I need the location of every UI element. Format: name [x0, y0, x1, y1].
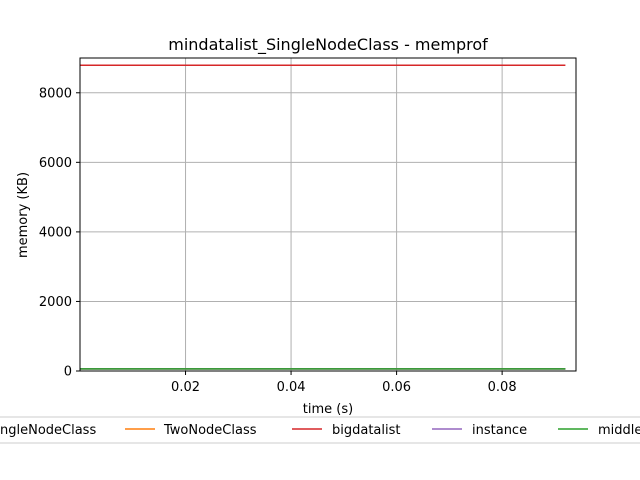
y-axis-ticks: 0 2000 4000 6000 8000 — [39, 86, 80, 380]
y-tick-label: 2000 — [39, 295, 72, 310]
x-tick-label: 0.02 — [171, 380, 200, 395]
y-axis-label: memory (KB) — [16, 172, 31, 258]
legend-frame — [0, 416, 640, 444]
grid-lines — [80, 58, 576, 372]
plot-frame — [79, 57, 577, 372]
y-tick-label: 0 — [64, 365, 72, 380]
legend-label: TwoNodeClass — [163, 423, 257, 438]
x-tick-label: 0.08 — [488, 380, 517, 395]
legend-items: ngleNodeClass TwoNodeClass bigdatalist inst… — [0, 423, 640, 438]
legend-label: ngleNodeClass — [0, 423, 96, 438]
chart-title: mindatalist_SingleNodeClass - memprof — [168, 35, 488, 55]
legend-label: middle — [598, 423, 640, 438]
x-tick-label: 0.04 — [277, 380, 306, 395]
y-tick-label: 8000 — [39, 86, 72, 101]
y-tick-label: 4000 — [39, 225, 72, 240]
x-axis-label: time (s) — [303, 402, 353, 417]
legend: ngleNodeClass TwoNodeClass bigdatalist inst… — [0, 416, 640, 444]
x-axis-ticks: 0.02 0.04 0.06 0.08 — [171, 371, 517, 395]
y-tick-label: 6000 — [39, 156, 72, 171]
x-tick-label: 0.06 — [382, 380, 411, 395]
legend-label: bigdatalist — [332, 423, 401, 438]
series-lines — [80, 64, 566, 370]
legend-label: instance — [472, 423, 527, 438]
